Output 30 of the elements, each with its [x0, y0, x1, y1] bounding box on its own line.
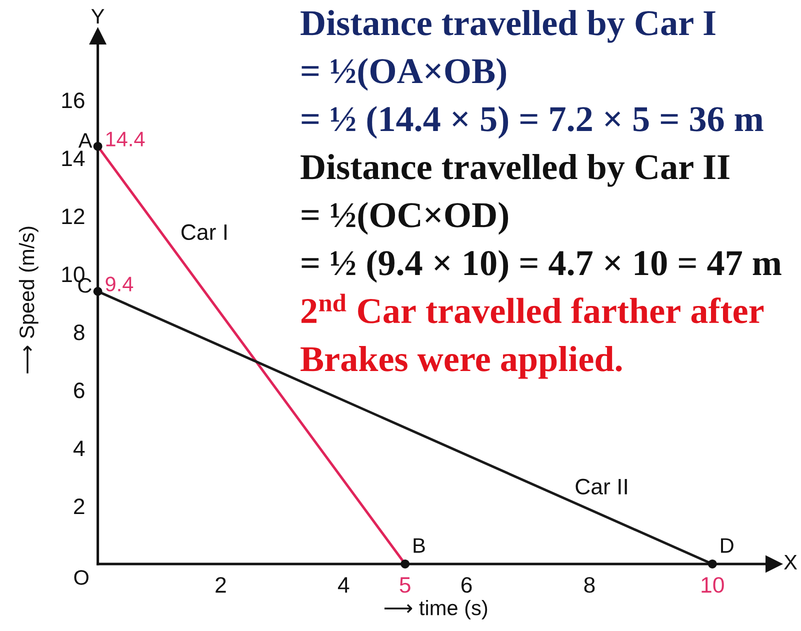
data-label: 14.4: [106, 132, 145, 146]
text: O: [74, 570, 88, 585]
x-tick-label: 2: [216, 577, 226, 593]
x-tick-label: 5: [400, 577, 410, 593]
annotation: Distance travelled by Car I = ½(OA×OB) = ½ (14.4 × 5) = 7.2 × 5 = 36 m: [300, 10, 764, 139]
point: [93, 286, 102, 296]
annotation: Distance travelled by Car II = ½(OC×OD) = ½ (9.4 × 10) = 4.7 × 10 = 47 m: [300, 154, 782, 283]
annotation: X: [784, 555, 798, 570]
y-tick-label: 8: [74, 324, 84, 340]
x-tick-label: 6: [462, 577, 472, 593]
annotation: B: [414, 538, 425, 553]
y-tick-label: 4: [73, 440, 85, 456]
series-label: Car II: [576, 478, 627, 494]
annotation: D: [721, 538, 734, 553]
y-tick-label: 6: [74, 382, 84, 398]
annotation: 2$^{nd}$ Car travelled farther after Brakes were applied.: [300, 294, 764, 379]
x-tick-label: 8: [584, 577, 595, 593]
y-tick-label: 16: [62, 92, 84, 108]
data-label: 9.4: [106, 276, 134, 292]
series-label: Car I: [182, 224, 226, 240]
x-tick-label: 10: [702, 577, 724, 593]
annotation: Y: [91, 9, 104, 24]
x-tick-label: 4: [338, 577, 350, 593]
y-tick-label: 14: [62, 150, 85, 166]
y-tick-label: 2: [74, 498, 84, 514]
y-tick-label: 12: [62, 208, 84, 224]
annotation: A: [78, 133, 92, 148]
y-axis-title: ⟶ Speed (m/s): [18, 226, 38, 374]
point: [708, 559, 717, 568]
x-axis-title: ⟶ time (s): [384, 600, 488, 620]
